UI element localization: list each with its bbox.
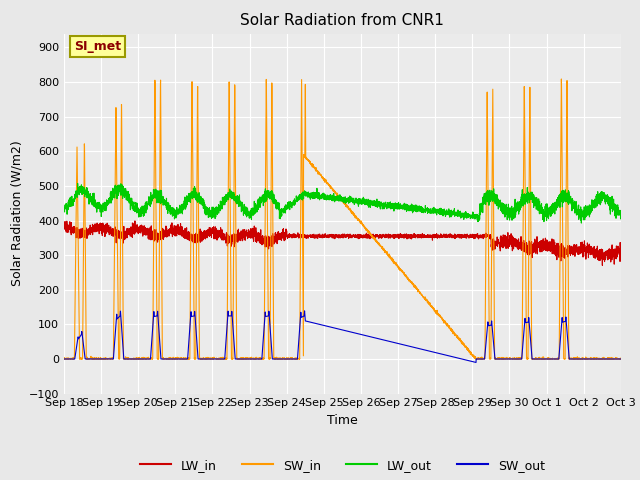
LW_out (499, 205, 507, 211)
SW_in (557, 76, 565, 82)
LW_in (60, 223, 68, 229)
SW_out (322, 323, 330, 329)
LW_out (436, 209, 444, 215)
SW_out (467, 359, 475, 364)
SW_out (60, 356, 68, 362)
LW_in (131, 218, 139, 224)
SW_in (161, 356, 168, 362)
LW_out (616, 208, 624, 214)
LW_out (617, 208, 625, 214)
LW_in (616, 244, 624, 250)
LW_out (60, 205, 68, 211)
Y-axis label: Solar Radiation (W/m2): Solar Radiation (W/m2) (10, 141, 23, 287)
SW_out (301, 308, 308, 314)
SW_out (617, 356, 625, 362)
LW_in (322, 233, 330, 239)
LW_out (467, 214, 475, 219)
SW_out (436, 351, 444, 357)
SW_in (616, 355, 624, 361)
LW_out (577, 220, 585, 226)
SW_out (616, 356, 624, 362)
SW_in (322, 178, 330, 183)
LW_out (322, 195, 330, 201)
LW_in (161, 234, 168, 240)
Line: LW_out: LW_out (64, 183, 621, 223)
Line: SW_out: SW_out (64, 311, 621, 362)
Text: SI_met: SI_met (74, 40, 121, 53)
SW_in (60, 356, 68, 362)
SW_in (60, 356, 68, 361)
SW_in (617, 356, 625, 362)
LW_in (598, 263, 606, 268)
Legend: LW_in, SW_in, LW_out, SW_out: LW_in, SW_in, LW_out, SW_out (134, 454, 550, 477)
Title: Solar Radiation from CNR1: Solar Radiation from CNR1 (241, 13, 444, 28)
SW_out (160, 356, 168, 362)
SW_in (499, 356, 507, 361)
SW_out (499, 356, 507, 362)
LW_in (499, 235, 507, 241)
LW_in (617, 251, 625, 257)
SW_out (472, 360, 480, 365)
LW_out (74, 180, 81, 186)
X-axis label: Time: Time (327, 414, 358, 427)
LW_out (161, 200, 168, 205)
LW_in (436, 234, 444, 240)
SW_in (436, 314, 444, 320)
Line: LW_in: LW_in (64, 221, 621, 265)
SW_in (467, 350, 475, 356)
LW_in (467, 234, 475, 240)
Line: SW_in: SW_in (64, 79, 621, 359)
